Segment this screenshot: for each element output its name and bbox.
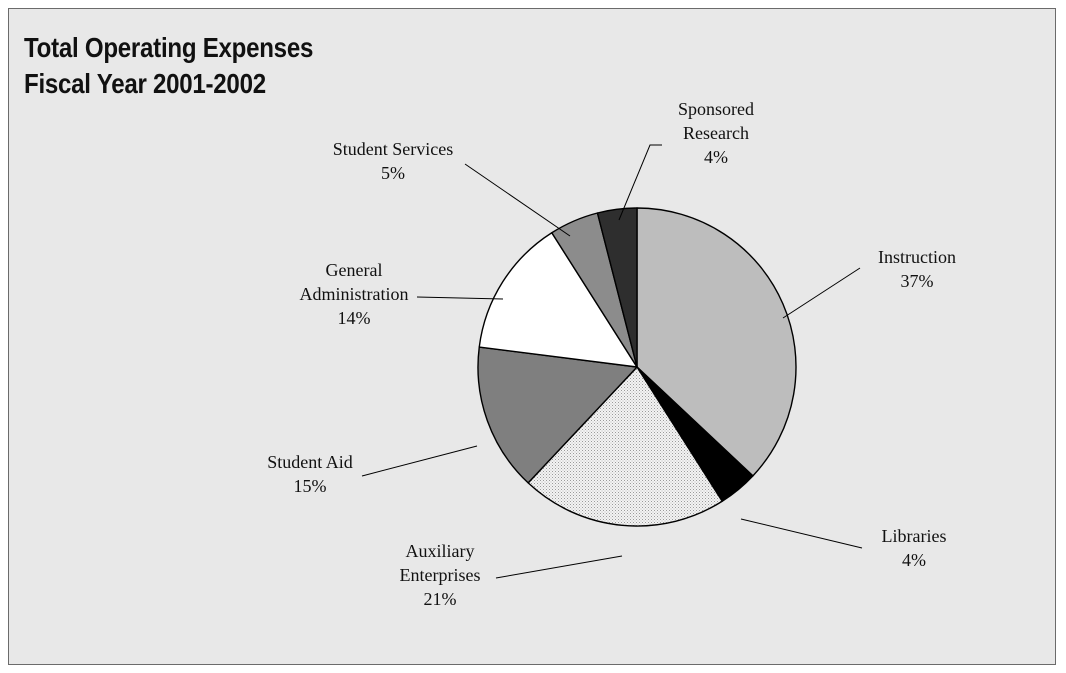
leader-line-student-aid — [361, 445, 478, 477]
pie-slices — [477, 207, 797, 527]
leader-line-libraries — [740, 518, 863, 549]
slice-percent-auxiliary-enterprises: 21% — [424, 589, 457, 609]
slice-label-libraries: Libraries — [882, 526, 947, 546]
slice-label-sponsored-research: Sponsored — [678, 99, 754, 119]
slice-label-student-services: Student Services — [333, 139, 453, 159]
chart-title: Total Operating Expenses Fiscal Year 200… — [24, 30, 313, 102]
leader-line-student-services — [464, 163, 571, 237]
slice-percent-student-aid: 15% — [294, 476, 327, 496]
slice-label-auxiliary-enterprises: Enterprises — [400, 565, 481, 585]
pie-slice-auxiliary-enterprises — [527, 366, 723, 527]
chart-title-line-1: Total Operating Expenses — [24, 32, 314, 63]
leader-line-general-administration — [416, 296, 504, 300]
slice-percent-sponsored-research: 4% — [704, 147, 728, 167]
slice-percent-general-administration: 14% — [338, 308, 371, 328]
slice-percent-instruction: 37% — [901, 271, 934, 291]
slice-label-instruction: Instruction — [878, 247, 956, 267]
leader-line-auxiliary-enterprises — [495, 555, 623, 579]
pie-slice-instruction — [636, 207, 797, 477]
slice-percent-student-services: 5% — [381, 163, 405, 183]
slice-label-sponsored-research: Research — [683, 123, 749, 143]
slice-percent-libraries: 4% — [902, 550, 926, 570]
pie-slice-sponsored-research — [596, 207, 638, 368]
slice-label-student-aid: Student Aid — [267, 452, 353, 472]
slice-label-auxiliary-enterprises: Auxiliary — [406, 541, 475, 561]
chart-title-line-2: Fiscal Year 2001-2002 — [24, 68, 266, 99]
slice-label-general-administration: Administration — [300, 284, 409, 304]
leader-line-instruction — [782, 267, 861, 319]
pie-slice-student-aid — [477, 346, 638, 484]
leader-line-sponsored-research — [618, 144, 662, 221]
slice-label-general-administration: General — [326, 260, 383, 280]
pie-slice-general-administration — [478, 232, 638, 368]
